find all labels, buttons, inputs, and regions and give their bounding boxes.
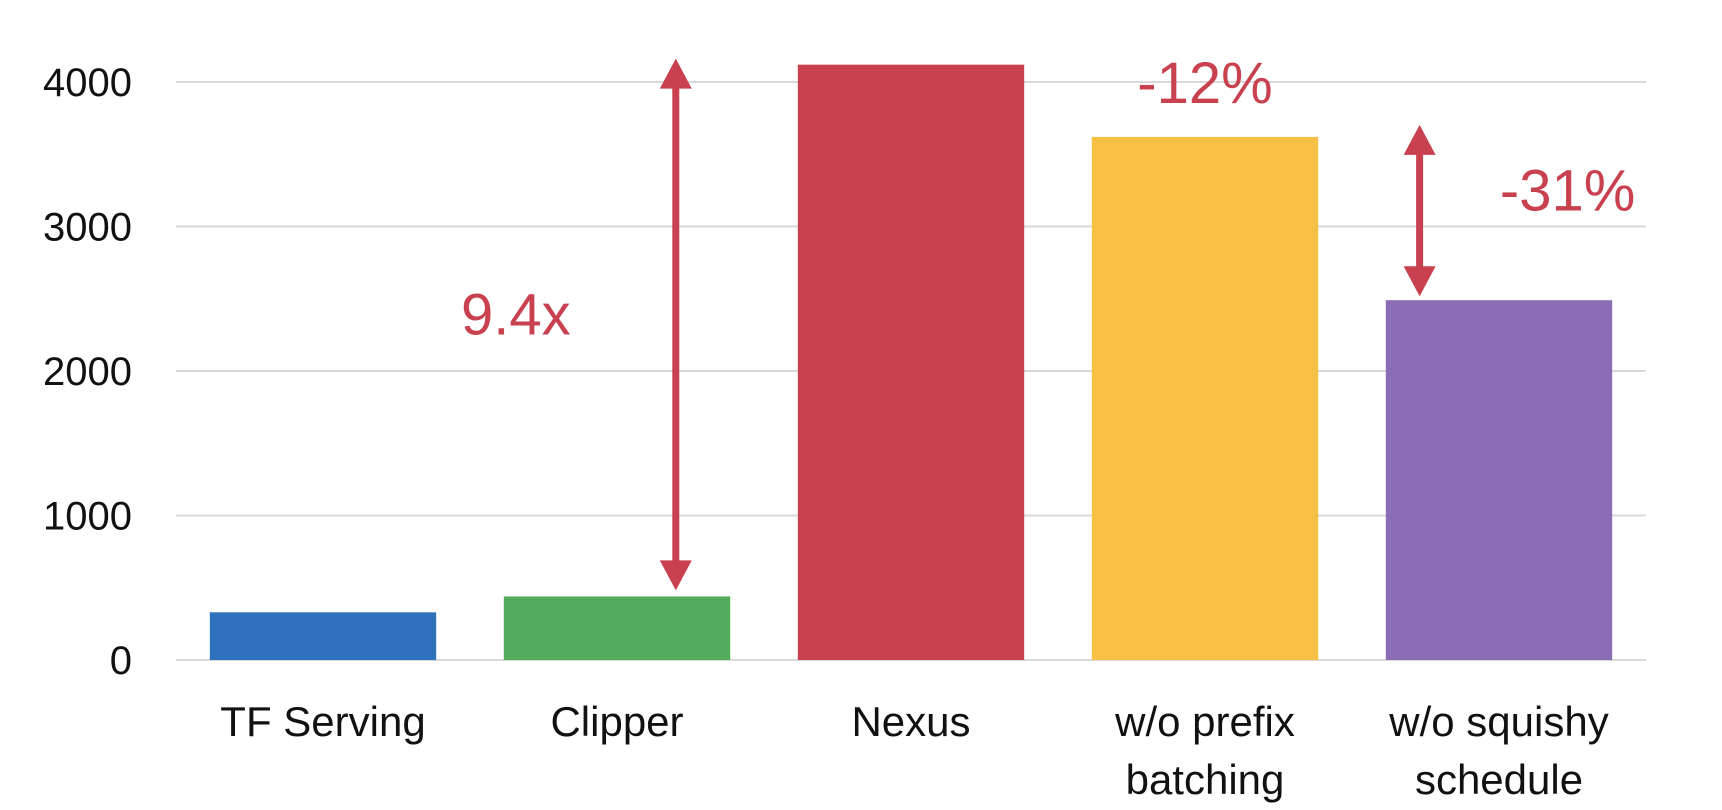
bar-2 [797,64,1025,660]
squishy-drop-label: -31% [1500,159,1635,224]
prefix-batching-drop-label: -12% [1137,51,1272,116]
y-tick-label: 4000 [43,61,132,105]
bar-4 [1385,300,1613,660]
speedup-arrow [659,58,692,591]
x-category-label: Clipper [550,698,683,745]
x-category-label: w/o prefix [1114,698,1295,745]
y-axis-tick-labels: 0 1000 2000 3000 4000 [43,61,132,683]
y-tick-label: 2000 [43,350,132,394]
y-tick-label: 0 [110,639,132,683]
x-category-label: TF Serving [220,698,425,745]
arrow-head-up [659,58,692,89]
x-category-label: schedule [1415,756,1583,803]
bars [209,64,1613,660]
x-category-label: batching [1126,756,1285,803]
bar-0 [209,612,437,660]
squishy-drop-arrow [1403,124,1436,297]
bar-3 [1091,136,1319,660]
bar-1 [503,596,731,660]
x-axis-category-labels: TF Serving Clipper Nexus w/o prefix batching… [220,698,1608,803]
y-tick-label: 3000 [43,206,132,250]
arrow-head-down [659,560,692,591]
x-category-label: Nexus [851,698,970,745]
annotations: 9.4x -12% -31% [461,51,1635,591]
speedup-label: 9.4x [461,283,571,348]
arrow-head-up [1403,124,1436,155]
x-category-label: w/o squishy [1388,698,1608,745]
y-tick-label: 1000 [43,495,132,539]
arrow-head-down [1403,266,1436,297]
